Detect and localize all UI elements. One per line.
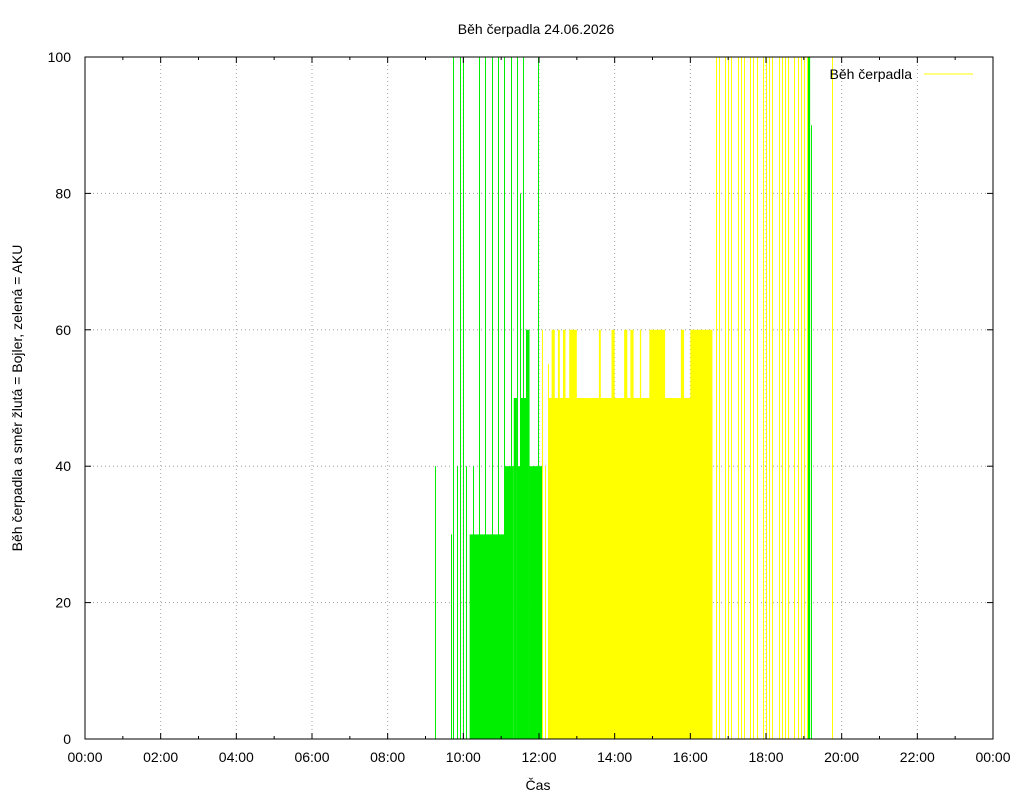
y-tick-label: 20 bbox=[55, 595, 71, 611]
x-tick-label: 18:00 bbox=[748, 749, 783, 765]
series-block bbox=[529, 466, 543, 739]
x-tick-label: 00:00 bbox=[67, 749, 102, 765]
series-block bbox=[598, 329, 601, 739]
y-tick-label: 60 bbox=[55, 322, 71, 338]
series-block bbox=[485, 534, 505, 739]
series-block bbox=[569, 329, 577, 739]
series-block bbox=[680, 329, 685, 739]
plot-frame bbox=[84, 56, 994, 740]
series-block bbox=[649, 329, 666, 739]
series-block bbox=[611, 329, 615, 739]
series-block bbox=[513, 398, 517, 739]
series-block bbox=[630, 329, 634, 739]
y-tick-label: 80 bbox=[55, 185, 71, 201]
x-tick-label: 04:00 bbox=[219, 749, 254, 765]
x-tick-label: 08:00 bbox=[370, 749, 405, 765]
legend-label: Běh čerpadla bbox=[829, 66, 912, 82]
series-block bbox=[562, 329, 566, 739]
x-tick-label: 06:00 bbox=[294, 749, 329, 765]
series-block bbox=[526, 329, 530, 739]
x-tick-label: 22:00 bbox=[900, 749, 935, 765]
x-tick-label: 12:00 bbox=[521, 749, 556, 765]
series-block bbox=[557, 329, 560, 739]
series-block bbox=[690, 329, 713, 739]
series-block bbox=[551, 329, 555, 739]
series-block bbox=[469, 534, 486, 739]
legend: Běh čerpadla bbox=[829, 66, 973, 82]
plot-area bbox=[435, 57, 833, 739]
y-tick-label: 100 bbox=[48, 49, 72, 65]
x-tick-label: 02:00 bbox=[143, 749, 178, 765]
x-axis-label: Čas bbox=[526, 777, 551, 793]
chart-title: Běh čerpadla 24.06.2026 bbox=[458, 21, 615, 37]
x-tick-label: 00:00 bbox=[975, 749, 1010, 765]
x-tick-label: 16:00 bbox=[673, 749, 708, 765]
axes: 00:00 02:00 04:00 06:00 08:00 10:00 12:00 14:00… bbox=[48, 49, 1011, 765]
x-tick-label: 10:00 bbox=[446, 749, 481, 765]
x-tick-label: 14:00 bbox=[597, 749, 632, 765]
y-tick-label: 0 bbox=[63, 731, 71, 747]
series-block bbox=[624, 329, 628, 739]
x-tick-label: 20:00 bbox=[824, 749, 859, 765]
series-block bbox=[504, 466, 514, 739]
series-block bbox=[807, 57, 811, 739]
series-block bbox=[520, 398, 530, 739]
y-axis-label: Běh čerpadla a směr žlutá = Bojler, zele… bbox=[9, 245, 25, 552]
y-tick-label: 40 bbox=[55, 458, 71, 474]
series-block bbox=[639, 329, 642, 739]
